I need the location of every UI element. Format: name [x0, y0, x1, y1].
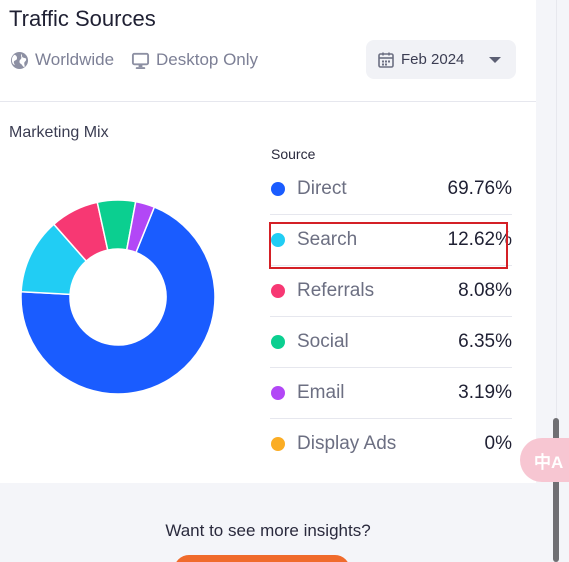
source-column-header: Source — [271, 146, 316, 162]
page-title: Traffic Sources — [9, 6, 156, 31]
device-filter-label: Desktop Only — [156, 50, 259, 69]
source-name: Direct — [297, 177, 347, 199]
header-divider — [0, 101, 536, 102]
source-name: Email — [297, 381, 345, 403]
source-percentage: 69.76% — [447, 177, 512, 199]
marketing-mix-label: Marketing Mix — [9, 124, 109, 141]
source-row-display-ads: Display Ads 0% — [270, 418, 512, 469]
insights-cta-button[interactable] — [174, 555, 350, 562]
source-row-email: Email 3.19% — [270, 367, 512, 418]
desktop-icon — [131, 52, 150, 69]
scrollbar-track[interactable] — [556, 0, 569, 562]
location-filter-label: Worldwide — [35, 50, 115, 69]
legend-dot — [271, 334, 285, 349]
source-name: Referrals — [297, 279, 375, 301]
donut-slice-email[interactable] — [125, 200, 156, 254]
translate-icon: 中A — [534, 452, 564, 472]
legend-dot — [271, 385, 285, 400]
source-percentage: 8.08% — [458, 279, 512, 301]
donut-slice-direct[interactable] — [20, 206, 216, 395]
source-percentage: 6.35% — [458, 330, 512, 352]
calendar-icon — [377, 51, 395, 69]
insights-prompt: Want to see more insights? — [165, 521, 371, 540]
marketing-mix-donut-chart — [20, 199, 216, 395]
row-divider — [270, 316, 512, 317]
search-row-highlight — [269, 222, 508, 269]
source-row-direct: Direct 69.76% — [270, 163, 512, 214]
row-divider — [270, 265, 512, 266]
globe-icon — [10, 51, 29, 69]
source-name: Search — [297, 228, 358, 250]
source-percentage: 3.19% — [458, 381, 512, 403]
source-row-social: Social 6.35% — [270, 316, 512, 367]
source-name: Social — [297, 330, 349, 352]
row-divider — [270, 214, 512, 215]
legend-dot — [271, 436, 285, 451]
scrollbar-thumb[interactable] — [553, 418, 559, 562]
source-row-referrals: Referrals 8.08% — [270, 265, 512, 316]
chevron-down-icon — [489, 57, 501, 63]
row-divider — [270, 418, 512, 419]
legend-dot — [271, 181, 285, 196]
legend-dot — [271, 232, 285, 247]
source-name: Display Ads — [297, 432, 397, 454]
source-percentage: 12.62% — [447, 228, 512, 250]
location-filter[interactable]: Worldwide — [10, 50, 114, 70]
legend-dot — [271, 283, 285, 298]
device-filter[interactable]: Desktop Only — [131, 50, 258, 70]
row-divider — [270, 367, 512, 368]
date-picker-label: Feb 2024 — [401, 51, 465, 68]
translate-button[interactable]: 中A — [520, 438, 569, 482]
traffic-sources-card: Traffic Sources Worldwide Desktop Only — [0, 0, 536, 483]
source-row-search: Search 12.62% — [270, 214, 512, 265]
source-percentage: 0% — [484, 432, 512, 454]
date-picker-button[interactable]: Feb 2024 — [366, 40, 516, 79]
